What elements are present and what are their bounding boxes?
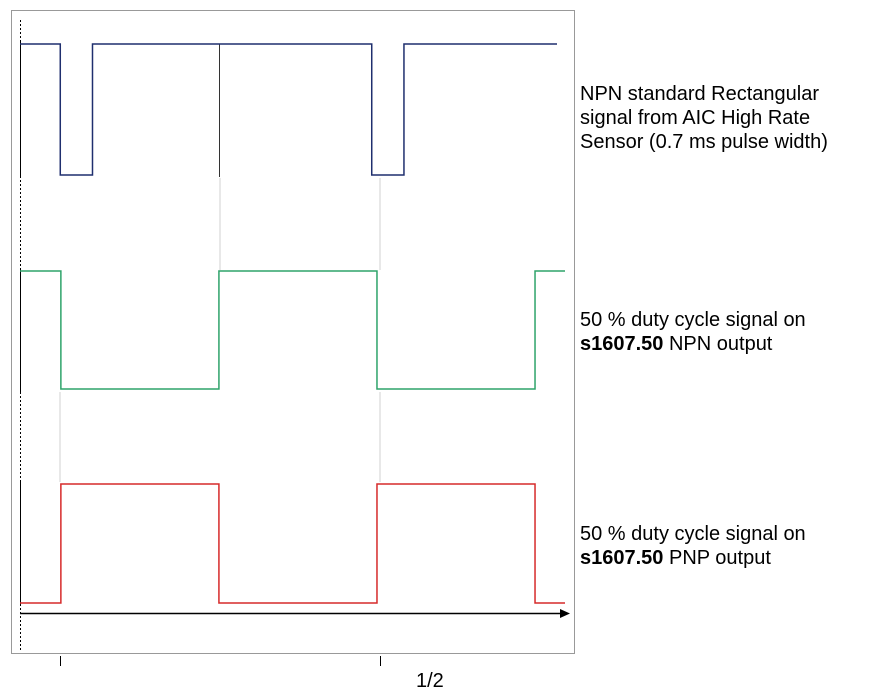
pnp-output-model: s1607.50 — [580, 547, 664, 569]
npn-standard-signal — [20, 43, 557, 176]
pnp-output-label: 50 % duty cycle signal on s1607.50 PNP o… — [580, 522, 865, 570]
time-axis-arrowhead — [560, 609, 570, 618]
scale-fraction-label: 1/2 — [416, 670, 444, 692]
npn-output-model: s1607.50 — [580, 333, 664, 355]
pnp-output-signal — [20, 483, 565, 604]
pnp-output-label-prefix: 50 % duty cycle signal on — [580, 523, 806, 545]
pnp-output-label-suffix: PNP output — [663, 547, 771, 569]
npn-output-label: 50 % duty cycle signal on s1607.50 NPN o… — [580, 308, 865, 356]
diagram-frame — [11, 10, 575, 654]
npn-standard-label: NPN standard Rectangular signal from AIC… — [580, 83, 828, 153]
npn-output-signal — [20, 270, 565, 390]
npn-output-label-suffix: NPN output — [663, 333, 773, 355]
npn-output-label-prefix: 50 % duty cycle signal on — [580, 309, 806, 331]
